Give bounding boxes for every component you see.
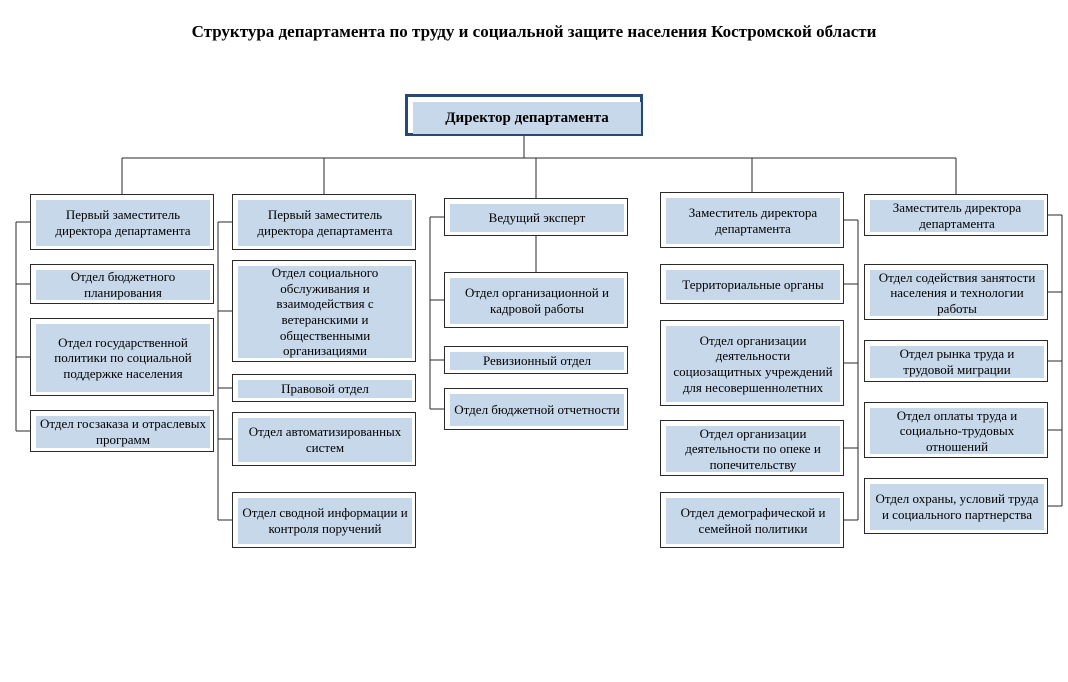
col3-item-1: Отдел организации деятельности социозащи…	[660, 320, 844, 406]
col-head-1: Первый заместитель директора департамент…	[232, 194, 416, 250]
col1-item-label-1: Правовой отдел	[238, 380, 412, 398]
col0-item-1: Отдел государственной политики по социал…	[30, 318, 214, 396]
col4-item-0: Отдел содействия занятости населения и т…	[864, 264, 1048, 320]
col3-item-3: Отдел демографической и семейной политик…	[660, 492, 844, 548]
col-head-label-3: Заместитель директора департамента	[666, 198, 840, 244]
col0-item-2: Отдел госзаказа и отраслевых программ	[30, 410, 214, 452]
col-head-label-4: Заместитель директора департамента	[870, 200, 1044, 232]
col1-item-label-2: Отдел автоматизированных систем	[238, 418, 412, 462]
col4-item-label-3: Отдел охраны, условий труда и социальног…	[870, 484, 1044, 530]
col0-item-label-2: Отдел госзаказа и отраслевых программ	[36, 416, 210, 448]
col3-item-2: Отдел организации деятельности по опеке …	[660, 420, 844, 476]
col1-item-label-3: Отдел сводной информации и контроля пору…	[238, 498, 412, 544]
col-head-label-0: Первый заместитель директора департамент…	[36, 200, 210, 246]
col4-item-2: Отдел оплаты труда и социально-трудовых …	[864, 402, 1048, 458]
col-head-3: Заместитель директора департамента	[660, 192, 844, 248]
col-head-label-2: Ведущий эксперт	[450, 204, 624, 232]
col1-item-3: Отдел сводной информации и контроля пору…	[232, 492, 416, 548]
col2-item-label-1: Ревизионный отдел	[450, 352, 624, 370]
col2-item-label-0: Отдел организационной и кадровой работы	[450, 278, 624, 324]
col3-item-label-0: Территориальные органы	[666, 270, 840, 300]
col4-item-label-1: Отдел рынка труда и трудовой миграции	[870, 346, 1044, 378]
col1-item-1: Правовой отдел	[232, 374, 416, 402]
col0-item-label-0: Отдел бюджетного планирования	[36, 270, 210, 300]
col4-item-1: Отдел рынка труда и трудовой миграции	[864, 340, 1048, 382]
col4-item-label-2: Отдел оплаты труда и социально-трудовых …	[870, 408, 1044, 454]
col1-item-2: Отдел автоматизированных систем	[232, 412, 416, 466]
page-title: Структура департамента по труду и социал…	[0, 22, 1068, 42]
col-head-0: Первый заместитель директора департамент…	[30, 194, 214, 250]
col1-item-0: Отдел социального обслуживания и взаимод…	[232, 260, 416, 362]
root-label: Директор департамента	[413, 102, 641, 134]
col3-item-label-2: Отдел организации деятельности по опеке …	[666, 426, 840, 472]
col2-item-2: Отдел бюджетной отчетности	[444, 388, 628, 430]
col4-item-label-0: Отдел содействия занятости населения и т…	[870, 270, 1044, 316]
org-chart: Структура департамента по труду и социал…	[0, 0, 1068, 682]
col2-item-label-2: Отдел бюджетной отчетности	[450, 394, 624, 426]
col3-item-0: Территориальные органы	[660, 264, 844, 304]
col4-item-3: Отдел охраны, условий труда и социальног…	[864, 478, 1048, 534]
col2-item-1: Ревизионный отдел	[444, 346, 628, 374]
col0-item-label-1: Отдел государственной политики по социал…	[36, 324, 210, 392]
col-head-label-1: Первый заместитель директора департамент…	[238, 200, 412, 246]
col2-item-0: Отдел организационной и кадровой работы	[444, 272, 628, 328]
col3-item-label-3: Отдел демографической и семейной политик…	[666, 498, 840, 544]
col-head-4: Заместитель директора департамента	[864, 194, 1048, 236]
col1-item-label-0: Отдел социального обслуживания и взаимод…	[238, 266, 412, 358]
col-head-2: Ведущий эксперт	[444, 198, 628, 236]
root-box: Директор департамента	[405, 94, 643, 136]
col0-item-0: Отдел бюджетного планирования	[30, 264, 214, 304]
col3-item-label-1: Отдел организации деятельности социозащи…	[666, 326, 840, 402]
